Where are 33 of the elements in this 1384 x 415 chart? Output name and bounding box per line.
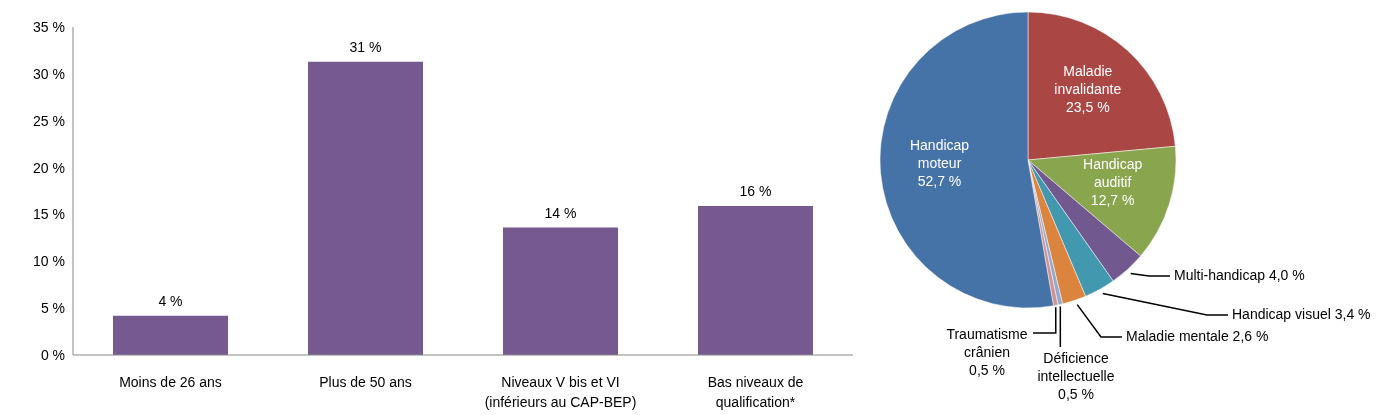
y-tick-label: 25 % <box>33 112 65 129</box>
data-label: 23,5 % <box>1066 99 1110 116</box>
slice-label: Maladie invalidante <box>1054 63 1122 98</box>
data-label: 14 % <box>544 204 577 221</box>
x-tick-label: Bas niveaux de qualification* <box>707 373 804 410</box>
data-label: 0,5 % <box>1058 386 1094 402</box>
slice-label: Traumatisme crânien <box>946 326 1028 360</box>
bar <box>113 315 228 355</box>
bar <box>698 205 813 355</box>
y-tick-label: 5 % <box>40 300 65 317</box>
data-label: 31 % <box>349 38 382 55</box>
y-tick-label: 35 % <box>33 18 65 35</box>
slice-label: Multi-handicap 4,0 % <box>1174 267 1305 283</box>
slice-label: Handicap moteur <box>909 136 970 171</box>
data-label: 0,5 % <box>969 362 1005 378</box>
data-label: 16 % <box>739 182 772 199</box>
y-tick-label: 10 % <box>33 253 65 270</box>
x-tick-label: Niveaux V bis et VI (inférieurs au CAP-BEP) <box>484 373 637 410</box>
slice-label: Handicap visuel 3,4 % <box>1232 306 1371 322</box>
data-label: 52,7 % <box>917 172 962 189</box>
y-tick-label: 0 % <box>40 346 65 363</box>
data-label: 12,7 % <box>1090 191 1135 208</box>
data-label: 4 % <box>158 292 183 309</box>
bar <box>308 61 423 355</box>
slice-label: Maladie mentale 2,6 % <box>1126 328 1269 344</box>
slice-label: Déficience intellectuelle <box>1037 350 1115 384</box>
bar <box>503 227 618 355</box>
slice-label: Handicap auditif <box>1083 155 1143 190</box>
x-tick-label: Plus de 50 ans <box>319 373 412 390</box>
y-tick-label: 20 % <box>33 159 65 176</box>
x-tick-label: Moins de 26 ans <box>119 373 222 390</box>
y-tick-label: 15 % <box>33 206 65 223</box>
y-tick-label: 30 % <box>33 65 65 82</box>
